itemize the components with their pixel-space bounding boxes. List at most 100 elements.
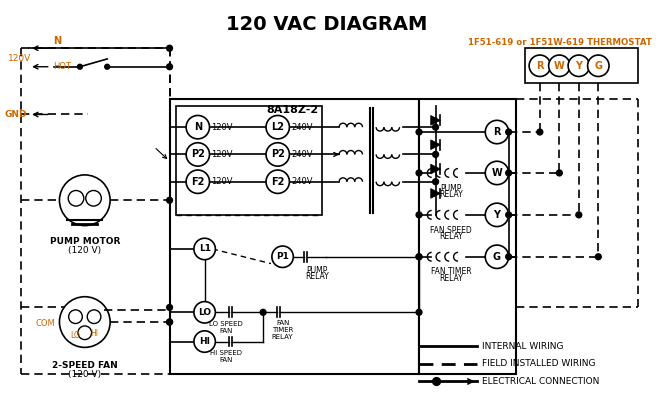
- Text: P2: P2: [271, 150, 285, 160]
- Text: G: G: [594, 61, 602, 71]
- Text: N: N: [54, 36, 62, 46]
- Circle shape: [485, 120, 509, 144]
- Text: RELAY: RELAY: [440, 233, 463, 241]
- Circle shape: [186, 143, 210, 166]
- Text: 1F51-619 or 1F51W-619 THERMOSTAT: 1F51-619 or 1F51W-619 THERMOSTAT: [468, 38, 653, 47]
- Text: FAN: FAN: [219, 328, 232, 334]
- Circle shape: [537, 129, 543, 135]
- Text: Y: Y: [494, 210, 500, 220]
- Text: FAN SPEED: FAN SPEED: [430, 225, 472, 235]
- Circle shape: [186, 116, 210, 139]
- Text: 240V: 240V: [291, 150, 313, 159]
- Circle shape: [485, 203, 509, 227]
- Text: P1: P1: [276, 252, 289, 261]
- Circle shape: [485, 161, 509, 185]
- Text: GND: GND: [5, 110, 27, 119]
- Circle shape: [433, 124, 438, 130]
- Circle shape: [167, 319, 172, 325]
- Circle shape: [167, 64, 172, 70]
- Polygon shape: [431, 116, 440, 125]
- Text: LO SPEED: LO SPEED: [209, 321, 243, 327]
- Text: FAN TIMER: FAN TIMER: [431, 267, 472, 277]
- Circle shape: [416, 129, 422, 135]
- Text: G: G: [493, 252, 501, 262]
- Text: 120V: 120V: [212, 123, 233, 132]
- Circle shape: [416, 309, 422, 315]
- Text: W: W: [492, 168, 502, 178]
- Text: 8A18Z-2: 8A18Z-2: [266, 105, 318, 115]
- Circle shape: [416, 254, 422, 260]
- Text: 120V: 120V: [212, 150, 233, 159]
- Text: N: N: [194, 122, 202, 132]
- Text: HI: HI: [199, 337, 210, 346]
- Text: FIELD INSTALLED WIRING: FIELD INSTALLED WIRING: [482, 360, 596, 368]
- Circle shape: [506, 129, 512, 135]
- Circle shape: [194, 331, 215, 352]
- Circle shape: [167, 319, 172, 325]
- Bar: [419, 99, 517, 374]
- Circle shape: [105, 64, 110, 69]
- Text: W: W: [554, 61, 565, 71]
- Text: 120V: 120V: [212, 177, 233, 186]
- Bar: [170, 99, 419, 374]
- Circle shape: [167, 197, 172, 203]
- Text: R: R: [493, 127, 500, 137]
- Polygon shape: [431, 140, 440, 150]
- Circle shape: [416, 254, 422, 260]
- Text: P2: P2: [191, 150, 205, 160]
- Circle shape: [485, 245, 509, 269]
- Text: F2: F2: [191, 177, 204, 187]
- Circle shape: [60, 175, 110, 225]
- Circle shape: [272, 246, 293, 267]
- Circle shape: [433, 378, 440, 385]
- Text: 240V: 240V: [291, 123, 313, 132]
- Circle shape: [506, 254, 512, 260]
- Circle shape: [266, 143, 289, 166]
- Text: 2-SPEED FAN: 2-SPEED FAN: [52, 361, 118, 370]
- Polygon shape: [431, 164, 440, 174]
- Bar: [525, 48, 639, 83]
- Circle shape: [167, 305, 172, 310]
- Text: (120 V): (120 V): [68, 246, 101, 255]
- Circle shape: [78, 64, 82, 69]
- Text: 120V: 120V: [8, 54, 31, 63]
- Text: HI SPEED: HI SPEED: [210, 350, 242, 356]
- Circle shape: [194, 238, 215, 260]
- Text: TIMER: TIMER: [272, 327, 293, 333]
- Text: RELAY: RELAY: [440, 191, 463, 199]
- Text: PUMP MOTOR: PUMP MOTOR: [50, 237, 120, 246]
- Text: 240V: 240V: [291, 177, 313, 186]
- Text: HI: HI: [90, 329, 98, 338]
- Circle shape: [596, 254, 601, 260]
- Text: RELAY: RELAY: [305, 272, 328, 281]
- Circle shape: [588, 55, 609, 77]
- Text: HOT: HOT: [54, 62, 72, 71]
- Text: LO: LO: [198, 308, 211, 317]
- Circle shape: [433, 152, 438, 158]
- Circle shape: [568, 55, 590, 77]
- Bar: [176, 106, 322, 215]
- Text: FAN: FAN: [276, 320, 289, 326]
- Text: COM: COM: [36, 320, 56, 328]
- Circle shape: [194, 302, 215, 323]
- Text: RELAY: RELAY: [272, 334, 293, 340]
- Circle shape: [506, 170, 512, 176]
- Circle shape: [529, 55, 551, 77]
- Circle shape: [506, 212, 512, 218]
- Circle shape: [433, 179, 438, 185]
- Text: (120 V): (120 V): [68, 370, 101, 379]
- Circle shape: [266, 116, 289, 139]
- Circle shape: [167, 45, 172, 51]
- Text: F2: F2: [271, 177, 284, 187]
- Circle shape: [416, 170, 422, 176]
- Text: INTERNAL WIRING: INTERNAL WIRING: [482, 342, 564, 351]
- Text: ELECTRICAL CONNECTION: ELECTRICAL CONNECTION: [482, 377, 600, 386]
- Text: FAN: FAN: [219, 357, 232, 363]
- Text: Y: Y: [576, 61, 582, 71]
- Text: RELAY: RELAY: [440, 274, 463, 283]
- Text: L1: L1: [198, 244, 210, 253]
- Circle shape: [556, 170, 562, 176]
- Text: LO: LO: [70, 331, 80, 340]
- Circle shape: [260, 309, 266, 315]
- Circle shape: [266, 170, 289, 194]
